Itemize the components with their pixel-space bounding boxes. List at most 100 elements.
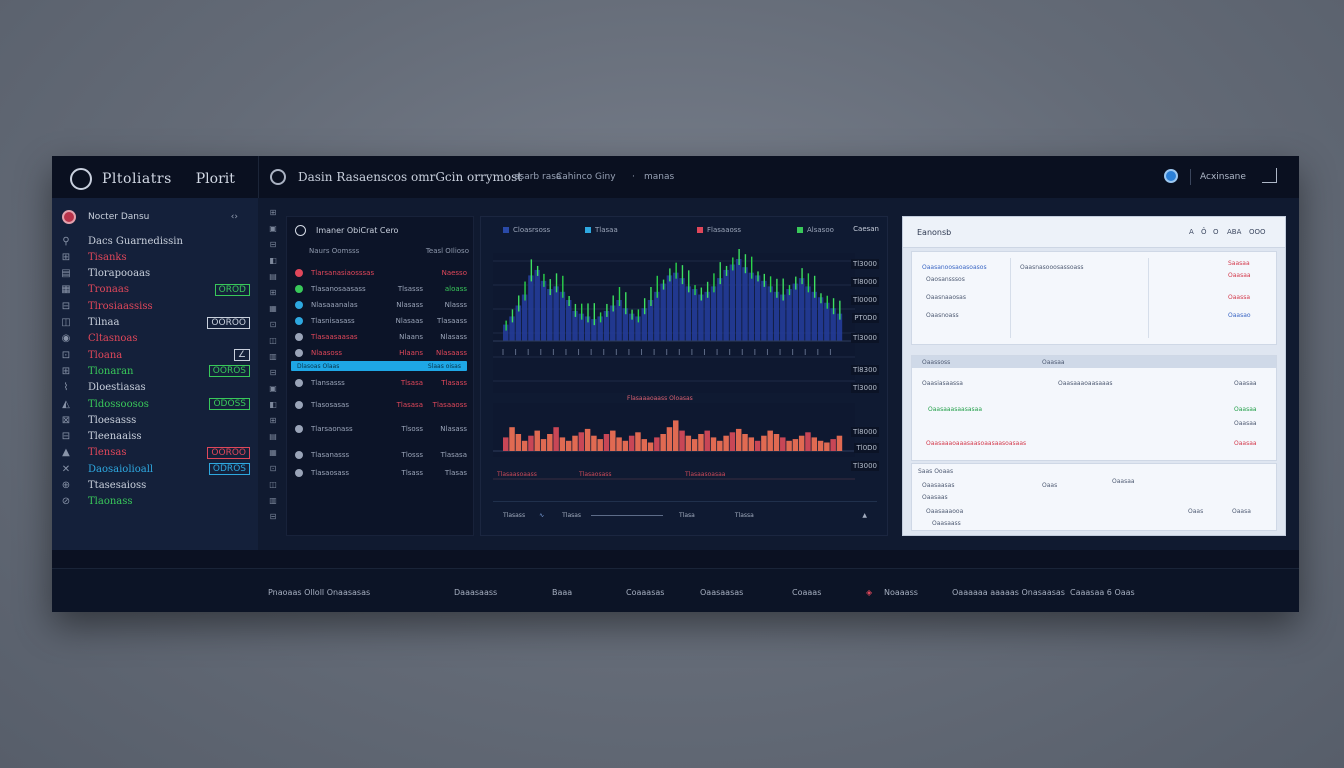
- bottom-link[interactable]: Caaasaa 6 Oaas: [1070, 588, 1135, 597]
- order-cell: Nlasass: [396, 301, 423, 309]
- bottom-bar: Pnaoaas Olloll Onaasasas Daaasaass Baaa …: [52, 568, 1299, 612]
- order-row[interactable]: Tlasanasss Tlosss Tlasasa: [295, 449, 467, 461]
- bottom-link[interactable]: Coaaasas: [626, 588, 665, 597]
- price-bar: [773, 291, 780, 341]
- header-tool-icon[interactable]: Ô: [1201, 228, 1207, 236]
- wave-icon[interactable]: ∿: [539, 511, 545, 519]
- volume-bar: [673, 420, 679, 451]
- alert-icon[interactable]: ◈: [866, 588, 873, 597]
- header-tool-icon[interactable]: O: [1213, 228, 1219, 236]
- order-row[interactable]: Tlasaosass Tlsass Tlasas: [295, 467, 467, 479]
- row-tool-icon[interactable]: ▤: [269, 432, 277, 441]
- row-tool-icon[interactable]: ⊞: [269, 208, 277, 217]
- row-tool-icon[interactable]: ◫: [269, 336, 277, 345]
- order-row[interactable]: Tlansasss Tlsasa Tlasass: [295, 377, 467, 389]
- order-row[interactable]: Tlasosasas Tlasasa Tlasaaoss: [295, 399, 467, 411]
- row-tool-icon[interactable]: ◧: [269, 400, 277, 409]
- timeline-slider[interactable]: [591, 514, 664, 516]
- sidebar-item[interactable]: ⊡ Tloana ∠: [60, 348, 250, 362]
- sidebar-item[interactable]: ⊕ Ttasesaioss: [60, 479, 250, 493]
- footer-arrow-icon[interactable]: ▲: [862, 511, 867, 519]
- order-row[interactable]: Nlaasoss Hlaans Nlasaass: [295, 347, 467, 359]
- order-row[interactable]: Tlarsanasiaosssas Naesso: [295, 267, 467, 279]
- row-tool-icon[interactable]: ⊞: [269, 288, 277, 297]
- sidebar-item[interactable]: ◉ Cltasnoas: [60, 332, 250, 346]
- row-tool-icon[interactable]: ▥: [269, 496, 277, 505]
- chart-legend-item[interactable]: Tlasaa: [585, 226, 618, 234]
- header-tool-icon[interactable]: ABA: [1227, 228, 1242, 236]
- order-cell: Tlasasa: [396, 401, 423, 409]
- price-volume-chart[interactable]: [481, 217, 887, 535]
- sidebar-item[interactable]: ⚲ Dacs Guarnedissin: [60, 234, 250, 248]
- top-nav-item[interactable]: Cahinco Giny: [556, 172, 616, 182]
- bottom-link[interactable]: Coaaas: [792, 588, 822, 597]
- sidebar-item[interactable]: ⊟ Tleenaaiss: [60, 430, 250, 444]
- volume-bar: [572, 435, 578, 451]
- user-avatar-icon[interactable]: [1164, 169, 1178, 183]
- row-tool-icon[interactable]: ⊟: [269, 368, 277, 377]
- collapse-chevron-icon[interactable]: ‹›: [230, 212, 238, 222]
- sidebar-item[interactable]: ⊞ Tisanks: [60, 250, 250, 264]
- sidebar-item[interactable]: ▤ Tlorapooaas: [60, 267, 250, 281]
- summary-title: Eanonsb: [917, 228, 952, 237]
- order-row[interactable]: Tlasnisasass Nlasaas Tlasaass: [295, 315, 467, 327]
- row-tool-icon[interactable]: ▤: [269, 272, 277, 281]
- row-tool-icon[interactable]: ▣: [269, 224, 277, 233]
- top-nav-item[interactable]: asarb rasa: [514, 172, 562, 182]
- sidebar-item[interactable]: ✕ Daosaiolioall ODROS: [60, 462, 250, 476]
- chart-legend-item[interactable]: Flasaaoss: [697, 226, 741, 234]
- chart-legend-item[interactable]: Alsasoo: [797, 226, 834, 234]
- row-tool-icon[interactable]: ⊟: [269, 512, 277, 521]
- brand[interactable]: Pltoliatrs Plorit: [70, 168, 235, 190]
- row-tool-icon[interactable]: ⊡: [269, 464, 277, 473]
- row-tool-icon[interactable]: ⊡: [269, 320, 277, 329]
- sidebar-header[interactable]: Nocter Dansu ‹›: [62, 208, 248, 226]
- sidebar-item[interactable]: ⊘ Tlaonass: [60, 495, 250, 509]
- order-row[interactable]: Tlarsaonass Tlsoss Nlasass: [295, 423, 467, 435]
- card-value: Oaasaa: [1234, 420, 1257, 427]
- resize-corner-icon[interactable]: [1262, 168, 1277, 183]
- bottom-link[interactable]: Oaaaaaa aaaaas Onasaasas: [952, 588, 1065, 597]
- volume-bar: [735, 428, 742, 451]
- row-tool-icon[interactable]: ◧: [269, 256, 277, 265]
- order-book-title: Imaner ObiCrat Cero: [316, 226, 399, 235]
- card-col: Oaasaa: [1112, 478, 1135, 485]
- row-tool-icon[interactable]: ⊞: [269, 416, 277, 425]
- bottom-link[interactable]: Baaa: [552, 588, 573, 597]
- row-tool-icon[interactable]: ⊟: [269, 240, 277, 249]
- price-bar: [780, 294, 786, 341]
- header-tool-icon[interactable]: A: [1189, 228, 1194, 236]
- row-tool-icon[interactable]: ▣: [269, 384, 277, 393]
- header-tool-icon[interactable]: OOO: [1249, 228, 1266, 236]
- sidebar-item[interactable]: ⊠ Tloesasss: [60, 413, 250, 427]
- row-tool-icon[interactable]: ▦: [269, 304, 277, 313]
- selected-order-row[interactable]: Dlasoas Olaas Slaas oisas: [291, 361, 467, 371]
- bottom-link[interactable]: Daaasaass: [454, 588, 498, 597]
- order-row[interactable]: Nlasaaanalas Nlasass Nlasss: [295, 299, 467, 311]
- bottom-link[interactable]: Oaasaasas: [700, 588, 744, 597]
- price-bar: [616, 300, 622, 341]
- account-divider: [1190, 169, 1191, 185]
- sidebar-item[interactable]: ⊞ Tlonaran OOROS: [60, 364, 250, 378]
- brand-name: Pltoliatrs: [102, 171, 172, 187]
- row-tool-icon[interactable]: ▥: [269, 352, 277, 361]
- row-tool-icon[interactable]: ▦: [269, 448, 277, 457]
- sidebar-item[interactable]: ◫ Tilnaa OOROO: [60, 316, 250, 330]
- top-nav-item[interactable]: manas: [644, 172, 675, 182]
- sidebar-item[interactable]: ▲ Tlensas OOROO: [60, 446, 250, 460]
- account-label[interactable]: Acxinsane: [1200, 172, 1246, 182]
- row-tool-icon[interactable]: ◫: [269, 480, 277, 489]
- order-row[interactable]: Tlasanosaasass Tlsasss aloass: [295, 283, 467, 295]
- sidebar-item[interactable]: ⌇ Dloestiasas: [60, 381, 250, 395]
- price-bar: [742, 267, 748, 341]
- sidebar-item-icon: ⚲: [62, 235, 70, 247]
- order-row[interactable]: Tlasaasaasas Nlaans Nlasass: [295, 331, 467, 343]
- bottom-link[interactable]: Noaaass: [884, 588, 918, 597]
- sidebar-item[interactable]: ▦ Tronaas OROD: [60, 283, 250, 297]
- bottom-link[interactable]: Pnaoaas Olloll Onaasasas: [268, 588, 371, 597]
- sidebar-item[interactable]: ◭ Tldossoosos ODOSS: [60, 397, 250, 411]
- sidebar-item-icon: ▤: [61, 268, 71, 280]
- chart-legend-item[interactable]: Cloasrsoss: [503, 226, 550, 234]
- sidebar-item[interactable]: ⊟ Tlrosiaassiss: [60, 299, 250, 313]
- price-bar: [660, 283, 666, 341]
